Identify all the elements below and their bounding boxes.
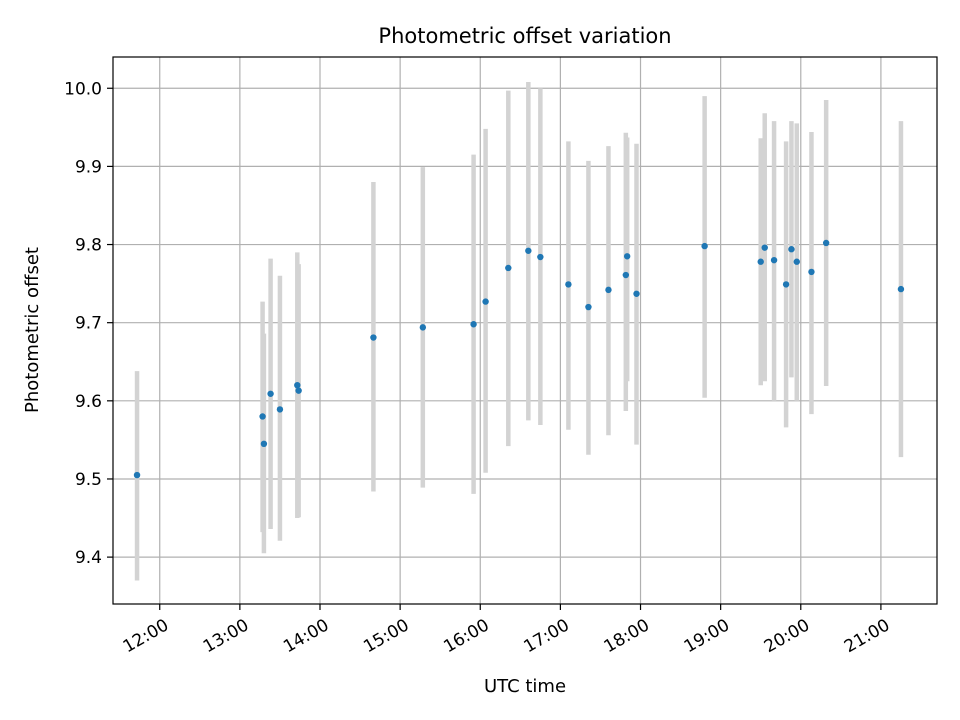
data-point (633, 290, 640, 297)
data-point (133, 471, 141, 479)
y-tick-label: 10.0 (64, 79, 102, 99)
data-point (537, 253, 544, 261)
y-tick-label: 9.4 (75, 548, 102, 568)
data-point (605, 286, 612, 294)
data-point (260, 440, 268, 448)
y-tick-label: 9.6 (75, 392, 102, 412)
data-point (276, 406, 284, 413)
data-point (808, 268, 815, 276)
x-tick-label: 21:00 (841, 615, 893, 657)
x-tick-label: 18:00 (601, 615, 653, 657)
x-tick-label: 13:00 (200, 615, 252, 657)
y-tick-label: 9.8 (75, 236, 102, 256)
data-point (788, 246, 795, 253)
data-point (259, 413, 266, 420)
y-tick-label: 9.5 (75, 470, 102, 490)
error-bars (134, 82, 904, 581)
data-point (761, 244, 768, 251)
plot-frame (112, 56, 938, 605)
y-tick-label: 9.9 (75, 157, 102, 177)
data-point (470, 321, 477, 328)
x-tick-label: 17:00 (520, 615, 572, 657)
data-point (294, 382, 301, 389)
data-point (505, 264, 512, 272)
chart-title: Photometric offset variation (378, 24, 671, 48)
data-point (622, 271, 630, 279)
data-point (585, 303, 592, 311)
data-point (793, 258, 800, 265)
data-point (757, 258, 764, 265)
data-points (133, 239, 905, 479)
data-point (565, 281, 572, 288)
data-point (267, 390, 274, 397)
y-axis-label: Photometric offset (22, 247, 43, 413)
x-tick-label: 12:00 (120, 615, 172, 657)
x-tick-label: 14:00 (280, 615, 332, 657)
grid (113, 57, 937, 604)
data-point (701, 242, 708, 250)
y-tick-label: 9.7 (75, 314, 102, 334)
x-tick-label: 15:00 (360, 615, 412, 657)
x-tick-label: 19:00 (681, 615, 733, 657)
x-tick-label: 20:00 (761, 615, 813, 657)
data-point (897, 285, 905, 293)
data-point (295, 387, 302, 394)
data-point (370, 334, 377, 341)
x-axis-label: UTC time (484, 676, 566, 697)
x-tick-label: 16:00 (440, 615, 492, 657)
data-point (525, 247, 532, 254)
data-point (822, 239, 830, 247)
data-point (419, 324, 427, 331)
data-point (782, 281, 790, 288)
data-point (482, 298, 489, 305)
data-point (623, 253, 631, 260)
data-point (770, 256, 778, 264)
